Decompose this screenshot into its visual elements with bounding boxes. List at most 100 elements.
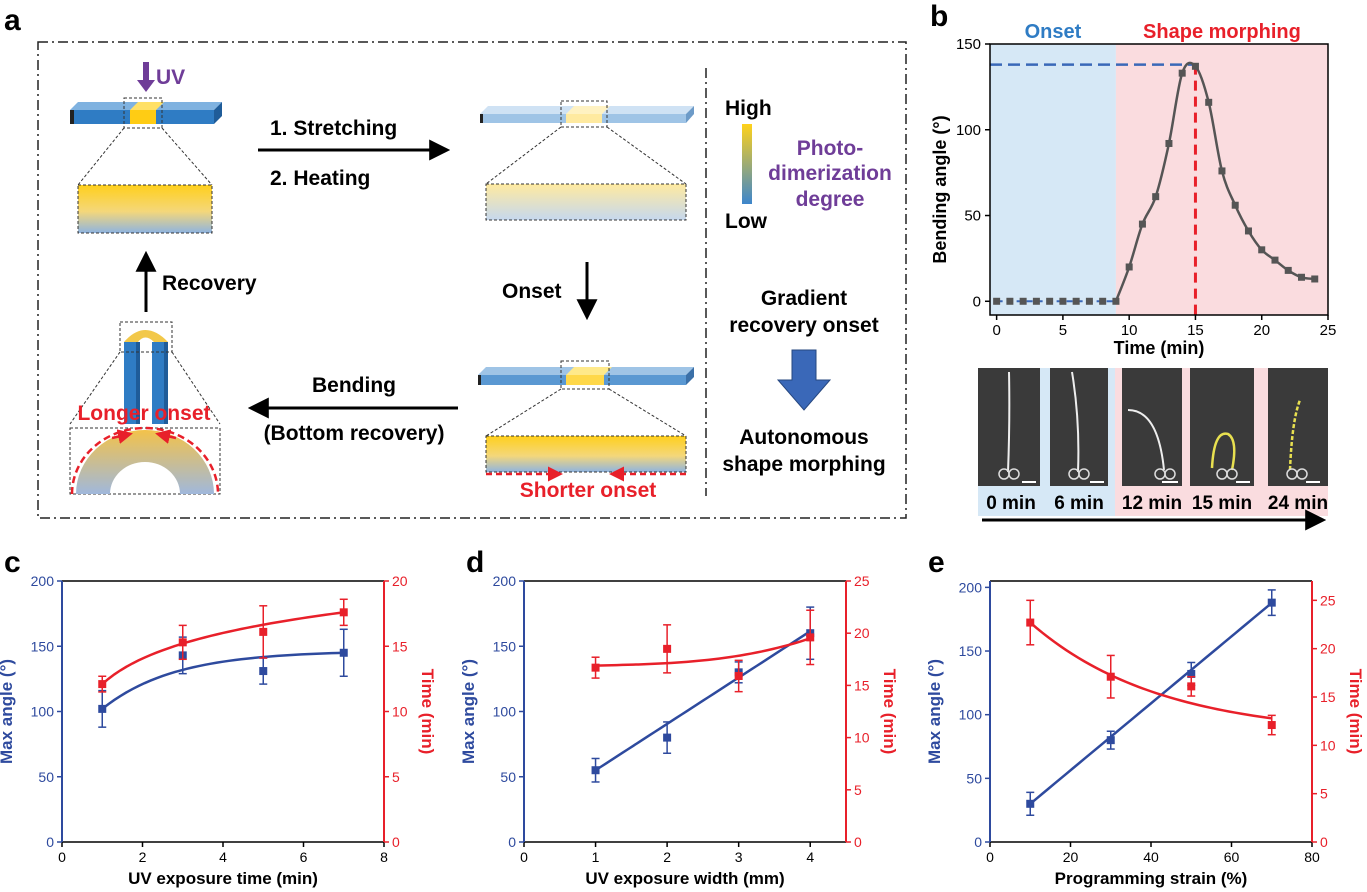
- y-left-tick-label: 100: [31, 704, 55, 720]
- data-point: [1311, 275, 1319, 283]
- x-tick-label: 6: [300, 849, 308, 865]
- zoom-gradient-onset: [485, 435, 687, 473]
- y-left-tick-label: 50: [38, 769, 54, 785]
- y-right-axis-label: Time (min): [418, 669, 437, 755]
- y-left-tick-label: 200: [493, 573, 517, 589]
- data-point: [1125, 263, 1133, 271]
- y-right-tick-label: 0: [1320, 834, 1328, 850]
- x-tick-label: 0: [58, 849, 66, 865]
- y-right-tick-label: 5: [1320, 786, 1328, 802]
- photo-label-3: 15 min: [1192, 493, 1252, 514]
- point-time: [1106, 672, 1115, 681]
- strip-uv-exposure: [70, 97, 222, 129]
- x-axis-label: UV exposure time (min): [128, 869, 318, 888]
- photo-2: [1122, 368, 1182, 486]
- x-tick-label: 60: [1224, 849, 1240, 865]
- block-arrow-down-icon: [776, 349, 832, 411]
- zoom-bent: [69, 427, 221, 495]
- point-time: [339, 608, 348, 617]
- data-point: [1046, 297, 1054, 305]
- x-axis-label: Time (min): [1114, 338, 1205, 358]
- point-time: [1187, 682, 1196, 691]
- data-point: [1032, 297, 1040, 305]
- y-right-tick-label: 0: [392, 834, 400, 850]
- point-time: [1026, 618, 1035, 627]
- zoom-gradient-initial: [77, 184, 213, 234]
- y-right-tick-label: 10: [392, 704, 408, 720]
- y-left-tick-label: 50: [500, 769, 516, 785]
- point-max-angle: [591, 766, 600, 775]
- data-point: [1244, 227, 1252, 235]
- bending-label: Bending: [312, 374, 396, 397]
- x-tick-label: 1: [592, 849, 600, 865]
- x-tick-label: 3: [735, 849, 743, 865]
- data-point: [1059, 297, 1067, 305]
- data-point: [1019, 297, 1027, 305]
- x-tick-label: 15: [1187, 322, 1204, 339]
- point-time: [663, 644, 672, 653]
- arch-gradient: [76, 430, 214, 494]
- fit-line-time: [1029, 621, 1272, 720]
- panel-label-d: d: [466, 546, 484, 579]
- y-tick-label: 150: [956, 36, 981, 53]
- recovery-label: Recovery: [162, 272, 257, 295]
- x-tick-label: 40: [1143, 849, 1159, 865]
- morph-region: [1115, 44, 1328, 315]
- data-point: [1085, 297, 1093, 305]
- fit-line-time: [595, 637, 811, 667]
- x-tick-label: 25: [1320, 322, 1337, 339]
- autonomous-label-2: shape morphing: [722, 453, 885, 476]
- y-right-tick-label: 25: [1320, 592, 1336, 608]
- legend-low: Low: [725, 210, 768, 233]
- x-tick-label: 4: [219, 849, 227, 865]
- shorter-onset-label: Shorter onset: [520, 479, 657, 502]
- y-right-tick-label: 20: [854, 625, 870, 641]
- y-left-tick-label: 0: [508, 834, 516, 850]
- photo-label-1: 6 min: [1054, 493, 1104, 514]
- photo-strip: 0 min 6 min 12 min 15 min 24 min: [978, 368, 1328, 531]
- y-right-tick-label: 25: [854, 573, 870, 589]
- y-tick-label: 100: [956, 122, 981, 139]
- fit-line-max-angle: [594, 630, 811, 772]
- photo-1: [1050, 368, 1108, 486]
- legend-colorbar: [742, 124, 752, 204]
- legend-title-2: dimerization: [768, 162, 892, 185]
- panel-label-e: e: [928, 546, 945, 579]
- data-point: [1138, 220, 1146, 228]
- fit-line-max-angle: [1029, 601, 1273, 805]
- onset-region: [990, 44, 1116, 315]
- y-left-tick-label: 0: [974, 834, 982, 850]
- strip-programmed: [480, 100, 694, 128]
- region-label-morph: Shape morphing: [1143, 21, 1301, 43]
- x-tick-label: 0: [992, 322, 1000, 339]
- photo-label-4: 24 min: [1268, 493, 1328, 514]
- point-max-angle: [663, 733, 672, 742]
- schematic-frame: [37, 41, 907, 519]
- data-point: [1112, 297, 1120, 305]
- y-left-axis-label: Max angle (°): [925, 659, 944, 764]
- data-point: [1099, 297, 1107, 305]
- x-axis-label: Programming strain (%): [1055, 869, 1248, 888]
- photo-0: [978, 368, 1040, 486]
- y-left-axis-label: Max angle (°): [459, 659, 478, 764]
- data-point: [1178, 69, 1186, 77]
- photo-label-0: 0 min: [986, 493, 1036, 514]
- data-point: [1152, 193, 1160, 201]
- y-left-tick-label: 50: [966, 770, 982, 786]
- y-left-axis-label: Max angle (°): [0, 659, 16, 764]
- data-point: [1271, 256, 1279, 264]
- x-tick-label: 20: [1063, 849, 1079, 865]
- gradient-label-1: Gradient: [761, 287, 847, 310]
- point-time: [806, 633, 815, 642]
- point-time: [259, 627, 268, 636]
- x-tick-label: 80: [1304, 849, 1320, 865]
- y-right-tick-label: 15: [1320, 689, 1336, 705]
- point-time: [98, 680, 107, 689]
- y-right-tick-label: 15: [392, 638, 408, 654]
- gradient-label-2: recovery onset: [729, 314, 878, 337]
- data-point: [1072, 297, 1080, 305]
- y-right-tick-label: 20: [392, 573, 408, 589]
- point-max-angle: [1267, 598, 1276, 607]
- legend-title-3: degree: [796, 188, 865, 211]
